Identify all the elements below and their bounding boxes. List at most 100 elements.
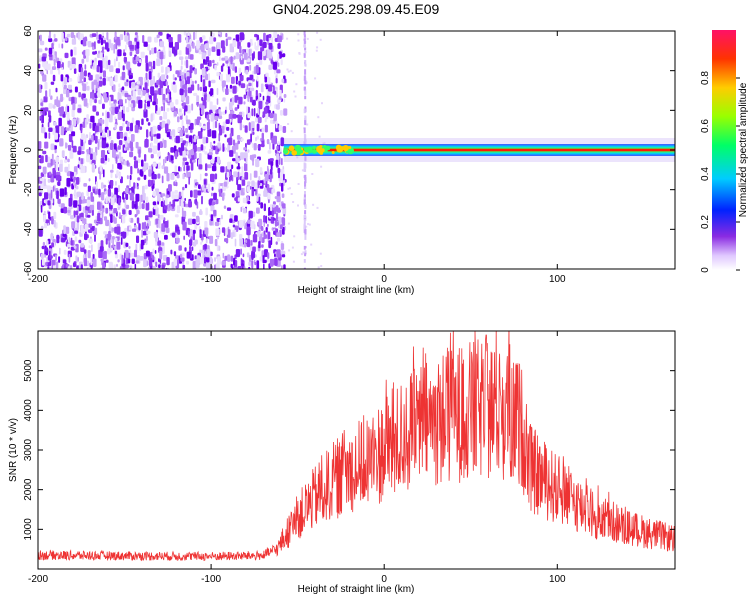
noise-speckle [119, 156, 124, 163]
spectrogram-y-axis-label: Frequency (Hz) [8, 116, 19, 185]
noise-speckle [192, 159, 196, 163]
noise-speckle [240, 152, 245, 160]
noise-speckle [61, 43, 64, 49]
noise-speckle [283, 173, 285, 181]
noise-speckle [49, 171, 51, 176]
noise-speckle [81, 58, 85, 64]
noise-speckle [234, 238, 237, 247]
noise-speckle [280, 137, 285, 147]
noise-speckle [44, 141, 49, 149]
noise-speckle [161, 120, 166, 128]
stripe-speckle [304, 120, 307, 126]
noise-speckle [95, 181, 98, 189]
noise-speckle [182, 221, 187, 231]
noise-speckle [275, 205, 279, 211]
noise-speckle [116, 226, 121, 235]
noise-speckle [137, 209, 140, 215]
noise-speckle [128, 210, 132, 215]
noise-speckle [113, 44, 115, 54]
noise-speckle [125, 187, 129, 194]
noise-speckle [60, 106, 64, 115]
noise-speckle [200, 105, 205, 110]
noise-speckle [71, 38, 77, 45]
noise-speckle [74, 86, 78, 93]
noise-speckle [318, 135, 321, 138]
noise-speckle [97, 212, 101, 222]
noise-speckle [229, 84, 233, 89]
noise-speckle [120, 76, 122, 81]
noise-speckle [108, 59, 111, 66]
noise-speckle [240, 138, 244, 142]
noise-speckle [273, 70, 276, 75]
noise-speckle [147, 179, 152, 187]
noise-speckle [214, 238, 218, 247]
noise-speckle [235, 34, 240, 42]
noise-speckle [188, 201, 192, 208]
noise-speckle [118, 83, 121, 88]
noise-speckle [157, 173, 161, 179]
y-tick-label: 4000 [23, 399, 34, 422]
noise-speckle [82, 199, 88, 204]
noise-speckle [51, 242, 54, 248]
noise-speckle [274, 257, 278, 266]
noise-speckle [91, 166, 95, 173]
noise-speckle [194, 68, 197, 75]
noise-speckle [168, 41, 173, 48]
noise-speckle [194, 152, 197, 160]
noise-speckle [196, 95, 200, 103]
noise-speckle [49, 31, 51, 39]
noise-speckle [116, 170, 119, 176]
noise-speckle [178, 166, 181, 172]
noise-speckle [70, 32, 75, 39]
stripe-speckle [304, 69, 307, 75]
noise-speckle [217, 256, 221, 265]
noise-speckle [211, 130, 217, 139]
noise-speckle [195, 135, 199, 140]
noise-speckle [163, 205, 168, 210]
noise-speckle [53, 121, 57, 126]
noise-speckle [316, 46, 319, 49]
noise-speckle [263, 263, 265, 269]
noise-speckle [123, 52, 127, 57]
noise-speckle [189, 39, 193, 43]
noise-speckle [48, 53, 53, 57]
noise-speckle [212, 120, 215, 129]
noise-speckle [114, 74, 118, 83]
noise-speckle [294, 95, 297, 98]
noise-speckle [297, 39, 300, 42]
noise-speckle [152, 265, 157, 269]
noise-speckle [208, 199, 213, 205]
noise-speckle [174, 151, 178, 160]
noise-speckle [287, 123, 290, 125]
noise-speckle [246, 226, 251, 236]
noise-speckle [223, 181, 228, 187]
noise-speckle [154, 47, 157, 54]
noise-speckle [115, 156, 118, 164]
noise-speckle [43, 210, 46, 215]
noise-speckle [134, 44, 137, 51]
noise-speckle [215, 109, 218, 114]
stripe-speckle [304, 234, 307, 240]
noise-speckle [158, 264, 161, 269]
y-tick-label: -40 [23, 222, 34, 237]
noise-speckle [72, 118, 76, 127]
noise-speckle [191, 246, 194, 251]
noise-speckle [136, 81, 141, 85]
noise-speckle [241, 111, 244, 116]
noise-speckle [88, 139, 92, 145]
noise-speckle [251, 260, 254, 269]
noise-speckle [64, 159, 68, 164]
noise-speckle [262, 255, 265, 264]
noise-speckle [161, 87, 164, 95]
noise-speckle [202, 251, 205, 258]
noise-speckle [165, 123, 169, 132]
noise-speckle [253, 170, 258, 178]
noise-speckle [171, 82, 174, 91]
colorbar: 0 0.2 0.4 0.6 0.8 Normalized spectral amplit… [700, 30, 749, 273]
noise-speckle [227, 161, 232, 170]
noise-speckle [180, 202, 184, 208]
noise-speckle [193, 189, 198, 199]
noise-speckle [210, 88, 214, 96]
noise-speckle [118, 151, 122, 157]
